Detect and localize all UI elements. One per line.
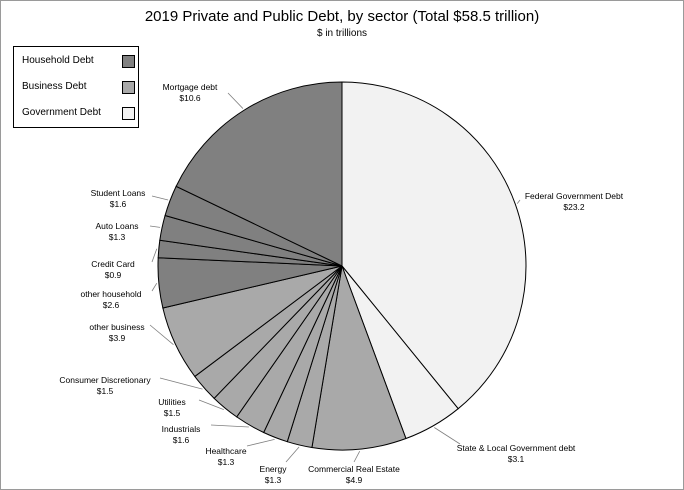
slice-label-value: $23.2 <box>563 202 585 212</box>
slice-label-value: $3.9 <box>109 333 126 343</box>
slice-label: other business $3.9 <box>89 322 144 343</box>
slice-label: Utilities $1.5 <box>158 397 185 418</box>
slice-label-value: $1.6 <box>173 435 190 445</box>
slice-label: Auto Loans $1.3 <box>95 221 138 242</box>
slice-label-value: $1.5 <box>164 408 181 418</box>
slice-label-value: $1.3 <box>265 475 282 485</box>
slice-label: Credit Card $0.9 <box>91 259 135 280</box>
slice-label: Industrials $1.6 <box>162 424 201 445</box>
slice-label-name: Federal Government Debt <box>525 191 624 201</box>
leader-line <box>159 377 203 390</box>
slice-label-value: $4.9 <box>346 475 363 485</box>
leader-line <box>198 399 224 410</box>
slice-label: Energy $1.3 <box>260 464 288 485</box>
slice-label-name: State & Local Government debt <box>457 443 576 453</box>
leader-line <box>516 199 521 204</box>
legend-swatch <box>122 55 135 68</box>
leader-line <box>151 283 158 292</box>
slice-label-value: $1.3 <box>218 457 235 467</box>
leader-line <box>227 92 244 109</box>
leader-line <box>434 427 461 445</box>
slice-label-value: $1.6 <box>110 199 127 209</box>
slice-label: Consumer Discretionary $1.5 <box>59 375 151 396</box>
slice-label-name: Industrials <box>162 424 201 434</box>
pie-slice <box>311 264 407 451</box>
leader-line <box>151 195 169 201</box>
legend-label: Household Debt <box>22 55 94 66</box>
slice-label: Federal Government Debt $23.2 <box>525 191 624 212</box>
leader-line <box>149 324 174 346</box>
leader-line <box>246 438 275 447</box>
chart-title: 2019 Private and Public Debt, by sector … <box>144 8 540 25</box>
slice-label: Commercial Real Estate $4.9 <box>308 464 400 485</box>
leader-line <box>210 424 249 428</box>
pie-slice <box>341 81 527 410</box>
slice-label-name: Utilities <box>158 397 185 407</box>
legend-swatch <box>122 81 135 94</box>
slice-label-value: $10.6 <box>179 93 201 103</box>
leader-line <box>285 446 300 463</box>
slice-label-name: Energy <box>260 464 288 474</box>
slice-label: Healthcare $1.3 <box>205 446 246 467</box>
slice-label-value: $1.5 <box>97 386 114 396</box>
slice-label-name: Student Loans <box>91 188 146 198</box>
slice-label-name: Auto Loans <box>95 221 138 231</box>
slice-label: Student Loans $1.6 <box>91 188 146 209</box>
slice-label: Mortgage debt $10.6 <box>163 82 218 103</box>
slice-label: State & Local Government debt $3.1 <box>457 443 576 464</box>
slice-label-name: Credit Card <box>91 259 135 269</box>
pie-slice <box>175 81 343 267</box>
slice-label: other household $2.6 <box>81 289 142 310</box>
leader-line <box>149 225 161 228</box>
legend-label: Business Debt <box>22 81 87 92</box>
slice-label-value: $1.3 <box>109 232 126 242</box>
slice-label-value: $0.9 <box>105 270 122 280</box>
slice-label-name: Commercial Real Estate <box>308 464 400 474</box>
slice-label-value: $2.6 <box>103 300 120 310</box>
leader-line <box>353 450 361 463</box>
slice-label-name: other household <box>81 289 142 299</box>
slice-label-name: other business <box>89 322 144 332</box>
legend-label: Government Debt <box>22 107 101 118</box>
leader-line <box>151 248 158 263</box>
chart-subtitle: $ in trillions <box>316 28 368 39</box>
slice-label-name: Mortgage debt <box>163 82 218 92</box>
slice-label-name: Healthcare <box>205 446 246 456</box>
slice-label-name: Consumer Discretionary <box>59 375 151 385</box>
slice-label-value: $3.1 <box>508 454 525 464</box>
legend-swatch <box>122 107 135 120</box>
legend: Household Debt Business Debt Government … <box>13 46 139 128</box>
